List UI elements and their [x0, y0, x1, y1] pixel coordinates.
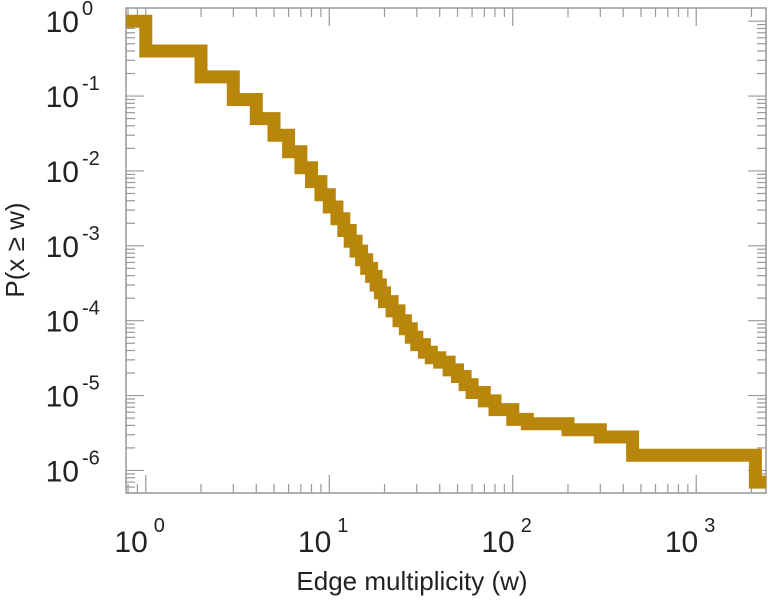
y-tick-label-4: 10 -4: [46, 298, 100, 339]
x-tick-label-base: 10: [665, 526, 698, 559]
series-line: [126, 14, 766, 489]
plot-frame: [125, 7, 767, 494]
x-tick-label-2: 10 2: [481, 515, 532, 559]
y-tick-label-exp: -3: [82, 223, 100, 245]
y-tick-label-0: 10 0: [46, 0, 94, 39]
y-tick-label-exp: -1: [82, 73, 100, 95]
y-tick-label-base: 10: [46, 455, 79, 488]
x-tick-label-exp: 2: [521, 515, 532, 537]
y-tick-label-base: 10: [46, 381, 79, 414]
x-tick-label-base: 10: [298, 526, 331, 559]
x-tick-label-base: 10: [114, 526, 147, 559]
y-tick-label-2: 10 -2: [46, 148, 100, 189]
y-axis-title: P(x ≥ w): [0, 202, 30, 297]
y-tick-label-exp: -6: [82, 447, 100, 469]
y-tick-label-1: 10 -1: [46, 73, 100, 114]
y-tick-label-exp: -5: [82, 373, 100, 395]
minor-ticks: [126, 8, 766, 494]
y-tick-label-5: 10 -5: [46, 373, 100, 414]
y-tick-label-6: 10 -6: [46, 447, 100, 488]
x-tick-label-0: 10 0: [114, 515, 165, 559]
x-tick-label-1: 10 1: [298, 515, 349, 559]
y-tick-label-base: 10: [46, 231, 79, 264]
y-tick-label-exp: 0: [82, 0, 93, 20]
y-tick-label-base: 10: [46, 6, 79, 39]
x-tick-label-exp: 3: [704, 515, 715, 537]
x-tick-label-exp: 1: [337, 515, 348, 537]
y-tick-label-base: 10: [46, 81, 79, 114]
y-tick-label-base: 10: [46, 306, 79, 339]
y-tick-label-exp: -2: [82, 148, 100, 170]
y-tick-label-base: 10: [46, 156, 79, 189]
y-tick-label-3: 10 -3: [46, 223, 100, 264]
x-tick-label-base: 10: [481, 526, 514, 559]
x-tick-labels: 10 0 10 1 10 2 10 3: [114, 515, 715, 559]
x-axis-title: Edge multiplicity (w): [296, 566, 527, 596]
x-tick-label-3: 10 3: [665, 515, 716, 559]
x-tick-label-exp: 0: [154, 515, 165, 537]
y-tick-label-exp: -4: [82, 298, 100, 320]
